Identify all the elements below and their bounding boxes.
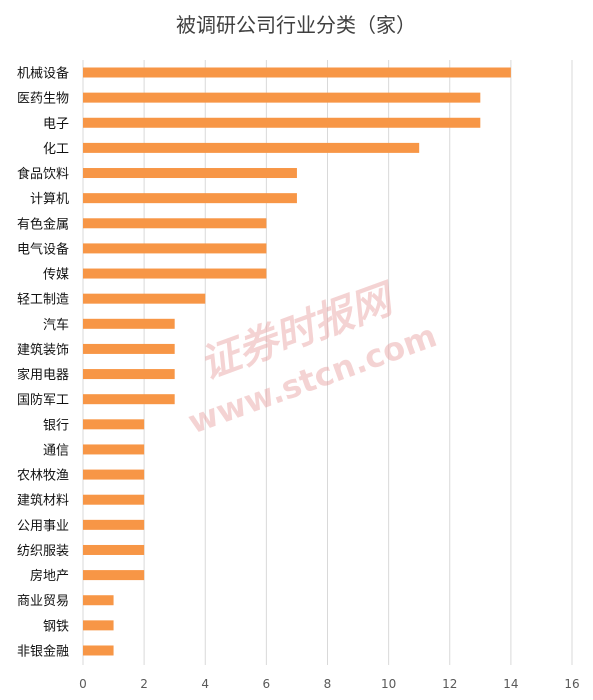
category-label: 有色金属 — [17, 216, 69, 232]
chart-title: 被调研公司行业分类（家） — [176, 13, 416, 37]
category-label: 非银金融 — [17, 643, 69, 659]
category-label: 电子 — [43, 117, 69, 132]
category-label: 计算机 — [30, 192, 69, 207]
bar — [83, 243, 267, 254]
bar — [83, 469, 145, 480]
bar — [83, 67, 511, 78]
bar — [83, 168, 297, 179]
bar — [83, 318, 175, 329]
bar — [83, 293, 206, 304]
x-tick-label: 4 — [201, 677, 209, 691]
category-label: 汽车 — [43, 317, 69, 333]
bar — [83, 419, 145, 430]
bar — [83, 394, 175, 405]
bar — [83, 92, 481, 103]
x-tick-label: 6 — [263, 677, 271, 691]
bar — [83, 142, 420, 153]
category-label: 建筑装饰 — [17, 342, 69, 358]
category-label: 房地产 — [30, 568, 69, 584]
x-tick-label: 2 — [140, 677, 148, 691]
x-tick-label: 10 — [381, 677, 396, 691]
category-label: 化工 — [43, 142, 69, 157]
category-label: 通信 — [43, 443, 69, 458]
bar — [83, 620, 114, 631]
category-label: 农林牧渔 — [17, 469, 69, 484]
bar — [83, 595, 114, 606]
category-label: 传媒 — [43, 268, 69, 283]
bar — [83, 369, 175, 380]
bar — [83, 570, 145, 581]
bars — [83, 67, 511, 656]
category-label: 国防军工 — [17, 392, 69, 408]
x-axis-ticks: 0 2 4 6 8 10 12 14 16 — [79, 677, 579, 691]
bar — [83, 645, 114, 656]
gridlines — [82, 60, 573, 665]
category-label: 食品饮料 — [17, 166, 69, 182]
x-tick-label: 16 — [564, 677, 579, 691]
bar — [83, 343, 175, 354]
category-label: 商业贸易 — [17, 594, 69, 609]
x-tick-label: 14 — [503, 677, 518, 691]
bar — [83, 519, 145, 530]
category-label: 机械设备 — [17, 66, 69, 82]
category-label: 银行 — [43, 418, 69, 433]
x-tick-label: 8 — [324, 677, 332, 691]
category-label: 公用事业 — [17, 519, 69, 534]
category-labels: 机械设备医药生物电子化工食品饮料计算机有色金属电气设备传媒轻工制造汽车建筑装饰家… — [17, 66, 69, 660]
bar — [83, 193, 297, 204]
bar — [83, 268, 267, 279]
category-label: 钢铁 — [43, 619, 69, 634]
bar — [83, 494, 145, 505]
bar — [83, 444, 145, 455]
category-label: 电气设备 — [17, 241, 69, 257]
bar — [83, 117, 481, 128]
category-label: 建筑材料 — [17, 493, 69, 509]
category-label: 轻工制造 — [17, 293, 69, 308]
bar — [83, 218, 267, 229]
watermark: 证券时报网 www.stcn.com — [183, 275, 442, 441]
bar — [83, 544, 145, 555]
category-label: 医药生物 — [17, 92, 69, 107]
x-tick-label: 12 — [442, 677, 457, 691]
category-label: 纺织服装 — [17, 544, 69, 559]
x-tick-label: 0 — [79, 677, 87, 691]
category-label: 家用电器 — [17, 367, 69, 383]
